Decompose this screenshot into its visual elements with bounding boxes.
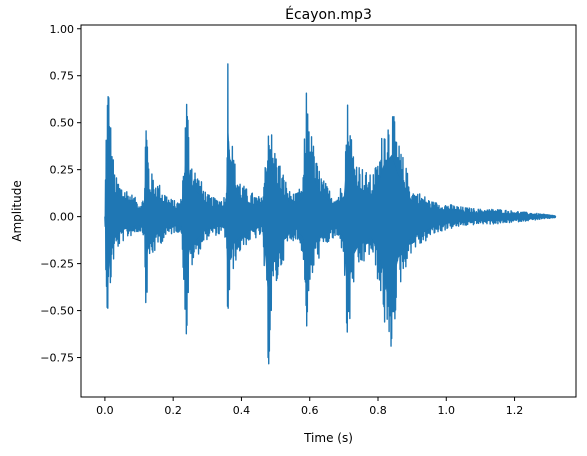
- y-tick-label: 0.00: [50, 211, 75, 224]
- x-tick-label: 0.6: [301, 404, 319, 417]
- x-tick-label: 0.2: [164, 404, 182, 417]
- x-tick-label: 1.0: [438, 404, 456, 417]
- x-tick-label: 1.2: [506, 404, 524, 417]
- y-tick-label: 0.25: [50, 164, 75, 177]
- y-tick-label: 0.75: [50, 70, 75, 83]
- y-tick-label: 0.50: [50, 117, 75, 130]
- x-tick-label: 0.8: [369, 404, 387, 417]
- x-axis-label: Time (s): [303, 431, 353, 445]
- x-tick-label: 0.4: [233, 404, 251, 417]
- y-tick-label: −0.50: [40, 305, 74, 318]
- x-tick-label: 0.0: [96, 404, 114, 417]
- y-tick-label: −0.75: [40, 352, 74, 365]
- y-axis-label: Amplitude: [10, 180, 24, 242]
- y-tick-label: −0.25: [40, 258, 74, 271]
- y-tick-label: 1.00: [50, 23, 75, 36]
- chart-title: Écayon.mp3: [285, 6, 372, 23]
